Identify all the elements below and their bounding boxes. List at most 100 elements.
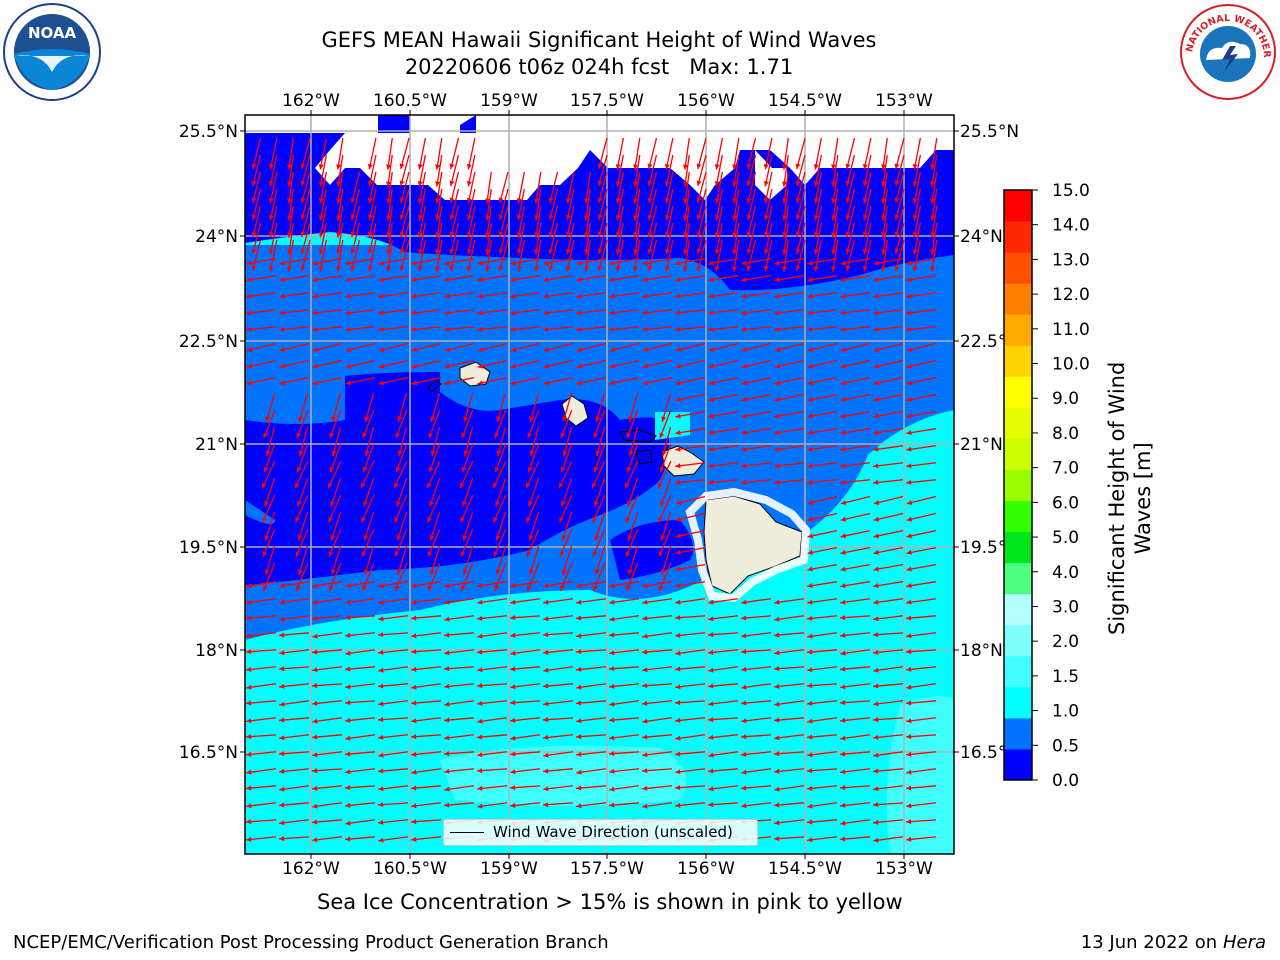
wave-direction-arrow [881,154,888,187]
wave-direction-arrow [714,171,724,204]
colorbar-tick: 15.0 [1052,181,1090,201]
wave-direction-arrow [449,239,460,272]
colorbar-tick: 14.0 [1052,216,1090,236]
colorbar-tick: 1.5 [1052,667,1079,687]
wave-direction-arrow [912,188,922,221]
wave-direction-arrow [576,275,607,283]
wave-direction-arrow [930,171,938,204]
wave-direction-arrow [708,700,739,707]
wave-direction-arrow [279,700,310,707]
wave-direction-arrow [840,734,871,741]
max-value: Max: 1.71 [689,55,794,79]
wave-direction-arrow [642,649,673,655]
wave-direction-arrow [429,511,441,541]
wave-direction-arrow [417,205,427,238]
wave-direction-arrow [906,479,937,485]
wave-direction-arrow [807,462,838,469]
wave-direction-arrow [576,785,607,791]
wave-direction-arrow [845,239,856,272]
wave-direction-arrow [584,188,591,221]
wave-direction-arrow [399,188,410,221]
wave-direction-arrow [331,392,342,423]
wave-direction-arrow [477,376,508,386]
wave-direction-arrow [251,137,262,170]
wave-direction-arrow [873,512,904,522]
wave-direction-arrow [746,188,757,221]
wave-direction-arrow [912,171,922,204]
wave-direction-arrow [660,477,672,507]
wave-direction-arrow [592,494,606,523]
wave-direction-arrow [774,649,805,656]
wave-direction-arrow [906,292,937,299]
colorbar-tick: 13.0 [1052,250,1090,270]
wave-direction-arrow [906,258,937,266]
wave-direction-arrow [279,768,310,774]
wave-direction-arrow [708,751,739,758]
wave-direction-arrow [873,479,904,485]
wave-direction-arrow [294,460,309,489]
wave-direction-arrow [576,615,607,621]
wave-direction-arrow [516,205,526,238]
wave-direction-arrow [813,188,823,221]
wave-direction-arrow [807,359,838,369]
wave-direction-arrow [328,528,342,558]
wave-direction-arrow [840,445,871,452]
wave-direction-arrow [444,666,475,672]
colorbar-bin [1004,345,1032,377]
wave-direction-arrow [597,222,608,255]
wave-direction-arrow [831,137,839,170]
wave-direction-arrow [840,376,871,386]
wave-direction-arrow [279,751,310,757]
wave-direction-arrow [477,326,508,332]
wave-direction-arrow [300,205,311,238]
wave-direction-arrow [331,426,342,457]
wave-direction-arrow [444,802,475,808]
wave-direction-arrow [642,666,673,673]
lon-tick-bottom: 153°W [875,859,933,879]
wave-direction-arrow [527,409,540,439]
colorbar-tick: 8.0 [1052,424,1079,444]
wave-direction-arrow [312,649,343,655]
wave-direction-arrow [399,222,410,255]
wave-direction-arrow [615,171,625,204]
wave-direction-arrow [906,564,937,572]
wave-direction-arrow [906,512,937,522]
wave-direction-arrow [312,326,343,332]
wave-direction-arrow [510,258,541,266]
wave-direction-arrow [683,154,690,187]
wave-direction-arrow [807,428,838,436]
colorbar-tick: 0.0 [1052,771,1079,791]
wave-direction-arrow [642,581,673,589]
wave-direction-arrow [477,751,508,758]
wave-direction-arrow [741,326,772,332]
wave-direction-arrow [795,222,806,255]
nodata-north [245,115,954,200]
wave-direction-arrow [774,768,805,774]
wave-direction-arrow [708,275,739,283]
wave-direction-arrow [466,154,476,187]
wave-direction-arrow [642,342,673,352]
wave-direction-arrow [336,205,344,238]
wave-direction-arrow [510,734,541,741]
wave-direction-arrow [647,188,658,221]
wave-direction-arrow [774,393,805,402]
wave-direction-arrow [411,292,442,299]
wave-direction-arrow [675,546,706,555]
wave-direction-arrow [492,460,507,489]
colorbar-tick: 5.0 [1052,528,1079,548]
colorbar-label-line2: Waves [m] [1131,442,1155,555]
wave-direction-arrow [840,632,871,638]
lon-tick-bottom: 162°W [282,859,340,879]
wave-direction-arrow [576,632,607,639]
wave-direction-arrow [732,205,740,238]
wave-direction-arrow [873,292,904,299]
wave-direction-arrow [460,528,474,558]
wave-direction-arrow [807,598,838,605]
wave-direction-arrow [845,171,856,204]
wave-direction-arrow [477,768,508,774]
colorbar-bin [1004,717,1032,750]
wave-direction-arrow [543,598,574,605]
wave-direction-arrow [807,581,838,589]
wave-direction-arrow [246,768,277,775]
wave-direction-arrow [746,222,757,255]
